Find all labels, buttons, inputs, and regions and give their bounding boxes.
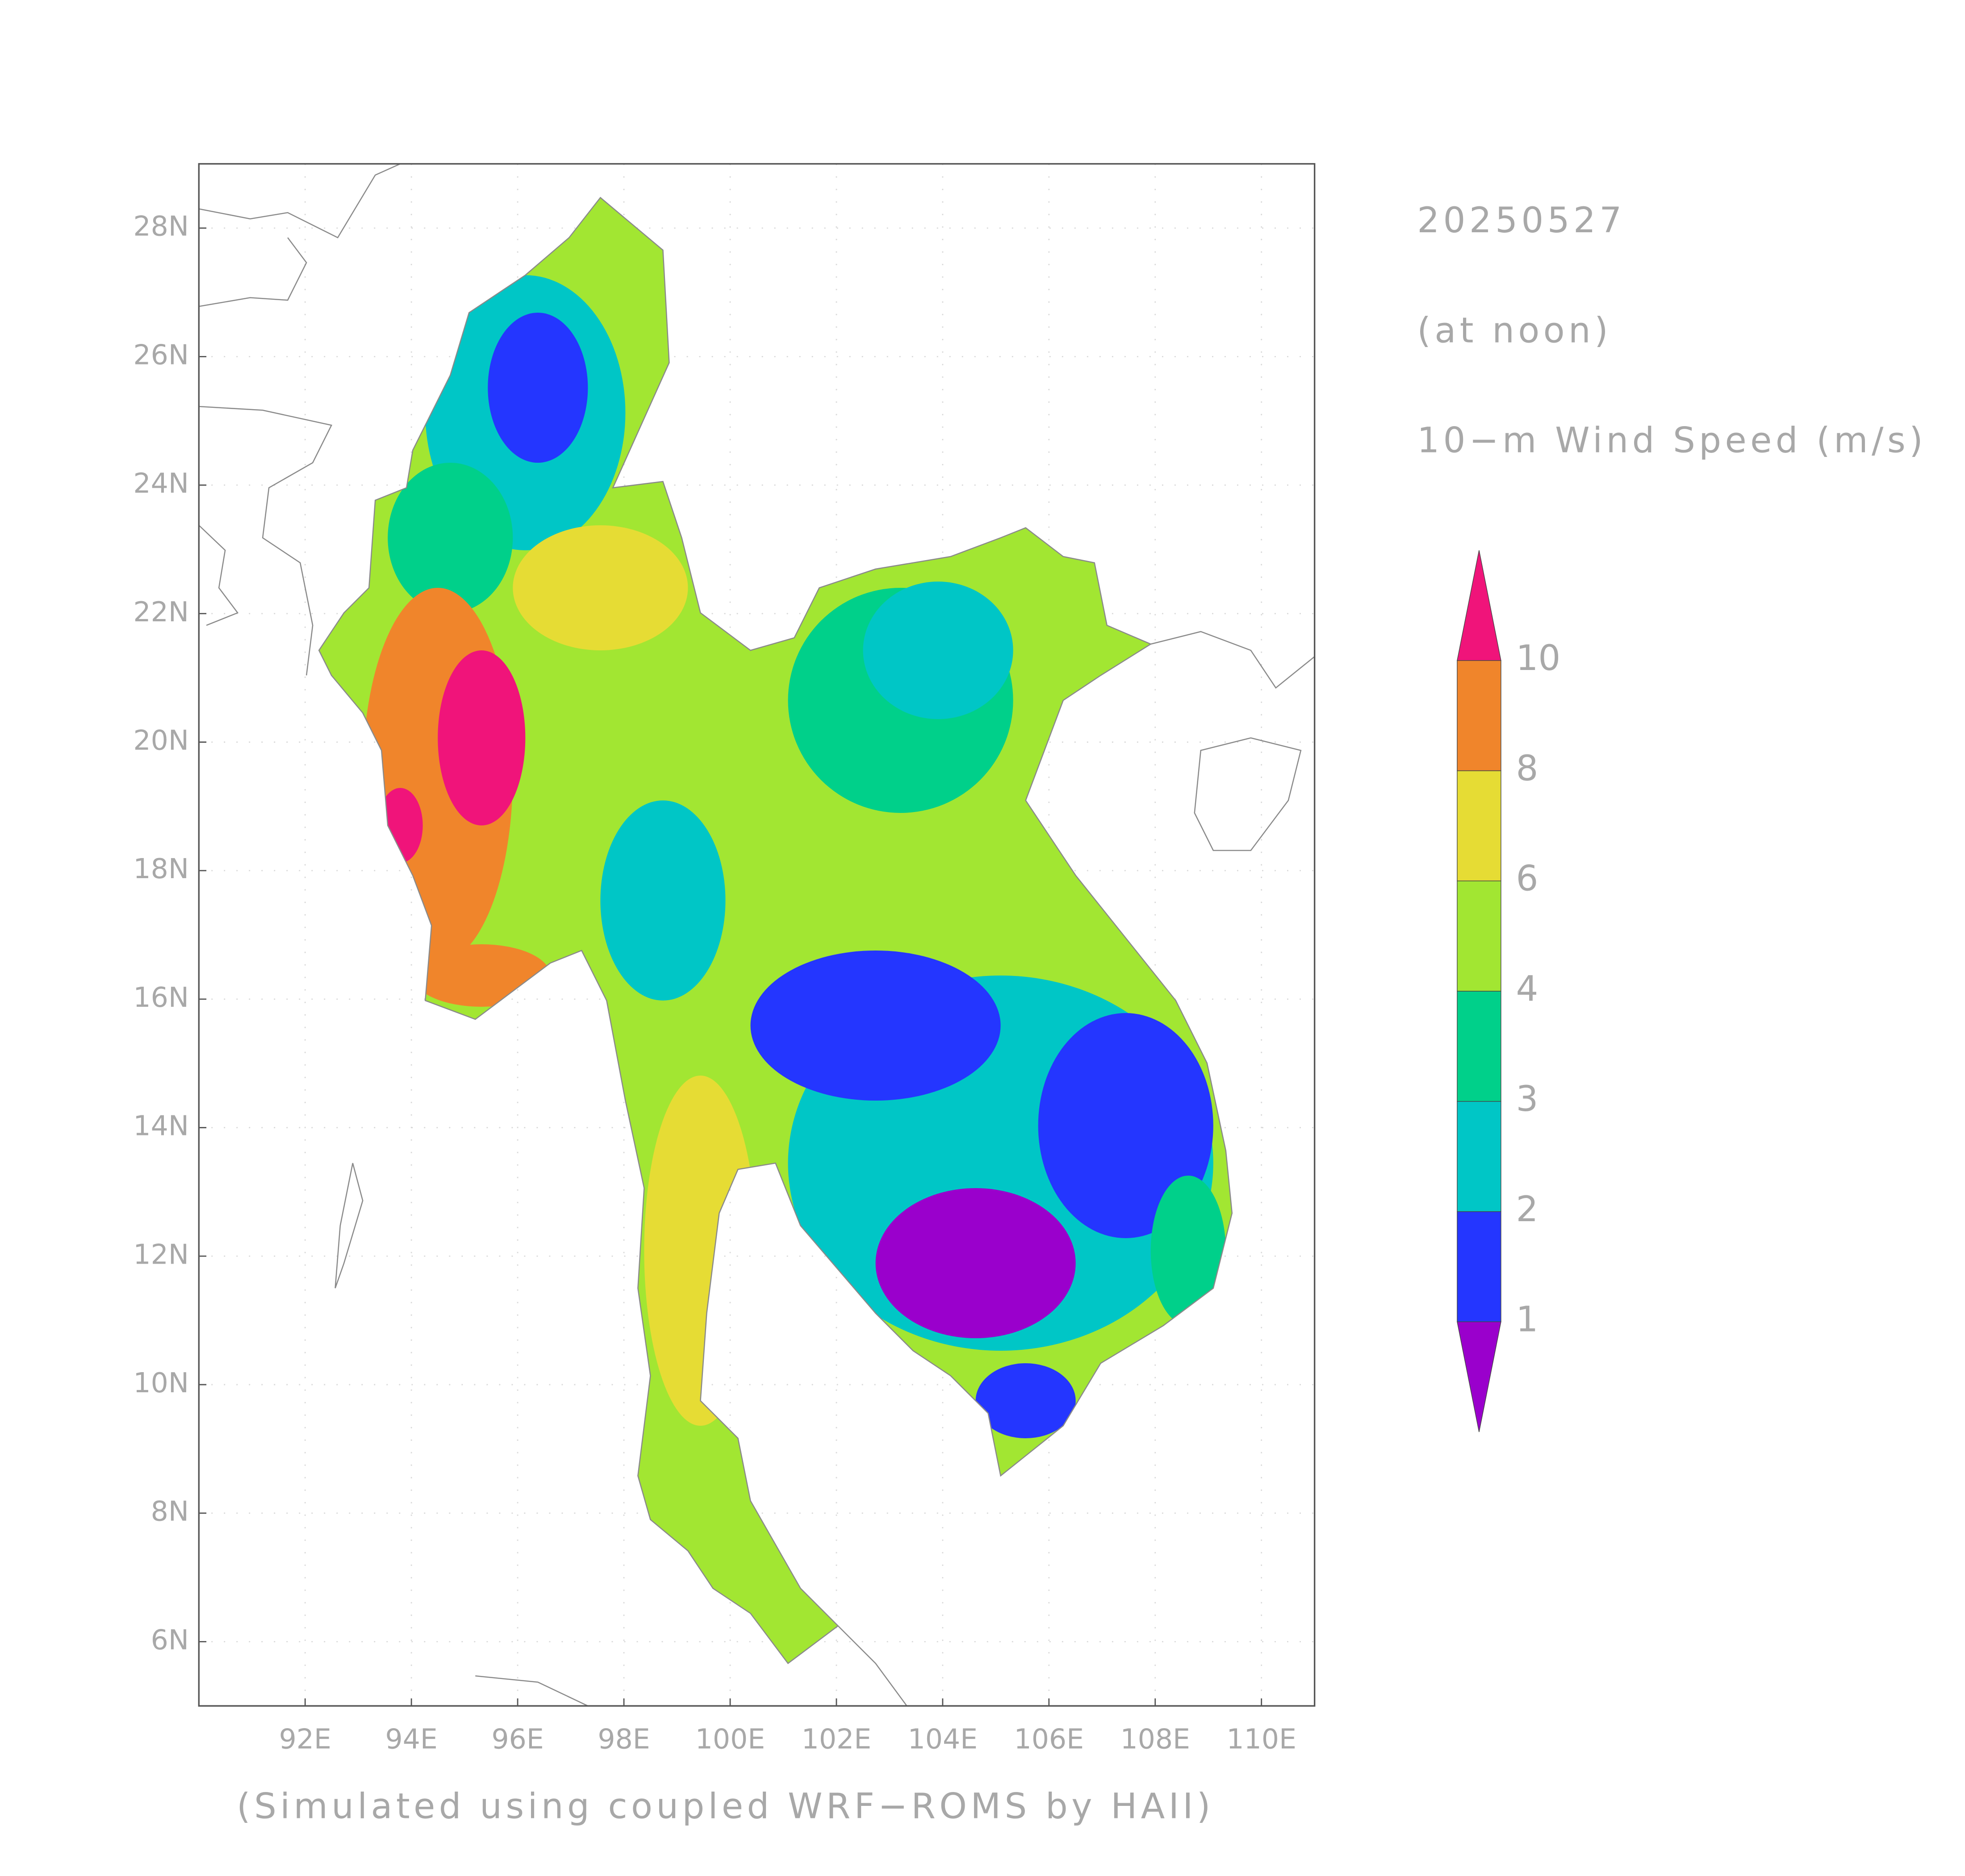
y-tick-label: 22N xyxy=(133,596,188,628)
y-tick-label: 26N xyxy=(133,339,188,371)
y-tick-label: 16N xyxy=(133,981,188,1013)
field-patch xyxy=(750,951,1001,1101)
y-tick-label: 18N xyxy=(133,853,188,885)
coastline xyxy=(199,163,401,239)
colorbar-label: 1 xyxy=(1516,1299,1539,1340)
field-patch xyxy=(600,800,726,1001)
field-patch xyxy=(513,525,688,650)
field-patch xyxy=(863,582,1013,719)
colorbar-label: 6 xyxy=(1516,858,1539,899)
coastline xyxy=(1150,631,1315,689)
y-tick-label: 8N xyxy=(151,1495,189,1528)
y-tick-label: 14N xyxy=(133,1110,188,1142)
map-frame xyxy=(198,163,1316,1707)
coastline xyxy=(475,1675,588,1707)
colorbar-label: 3 xyxy=(1516,1079,1539,1119)
x-tick-label: 106E xyxy=(1014,1723,1084,1755)
colorbar-label: 4 xyxy=(1516,968,1539,1009)
field-patch xyxy=(438,650,526,825)
island xyxy=(334,1163,364,1289)
x-tick-label: 100E xyxy=(695,1723,765,1755)
y-tick-label: 12N xyxy=(133,1238,188,1270)
colorbar-label: 8 xyxy=(1516,748,1539,789)
colorbar-segment xyxy=(1457,1101,1501,1212)
axis-labels: 92E 94E 96E 98E 100E 102E 104E 106E 108E 110E 6N 8N… xyxy=(133,210,1296,1755)
time: (at noon) xyxy=(1417,310,1612,351)
colorbar-segment xyxy=(1457,1211,1501,1322)
coastline xyxy=(198,525,239,626)
field-patch xyxy=(1038,1013,1213,1238)
field-patch xyxy=(388,463,513,613)
colorbar-label: 10 xyxy=(1516,638,1561,678)
variable: 10−m Wind Speed (m/s) xyxy=(1417,420,1927,461)
coastline xyxy=(837,1625,907,1706)
colorbar-label: 2 xyxy=(1516,1189,1539,1230)
y-tick-label: 10N xyxy=(133,1367,188,1399)
y-tick-label: 6N xyxy=(151,1624,189,1656)
x-tick-label: 94E xyxy=(385,1723,438,1755)
x-tick-label: 92E xyxy=(279,1723,331,1755)
island xyxy=(1194,737,1302,851)
colorbar-segment xyxy=(1457,770,1501,881)
colorbar-segment xyxy=(1457,660,1501,771)
coastline xyxy=(199,406,333,676)
field-patch xyxy=(975,1363,1076,1438)
y-tick-label: 28N xyxy=(133,210,188,243)
y-tick-label: 24N xyxy=(133,467,188,499)
credit: (Simulated using coupled WRF−ROMS by HAI… xyxy=(237,1786,1214,1826)
x-tick-label: 104E xyxy=(908,1723,978,1755)
field-patch xyxy=(488,313,588,463)
colorbar-triangle xyxy=(1457,550,1501,661)
colorbar-segment xyxy=(1457,880,1501,992)
x-tick-label: 102E xyxy=(802,1723,872,1755)
x-tick-label: 96E xyxy=(491,1723,544,1755)
colorbar-triangle xyxy=(1457,1321,1501,1432)
x-tick-label: 110E xyxy=(1226,1723,1296,1755)
x-tick-label: 98E xyxy=(598,1723,650,1755)
x-tick-label: 108E xyxy=(1120,1723,1190,1755)
y-tick-label: 20N xyxy=(133,724,188,757)
date: 20250527 xyxy=(1417,200,1625,241)
colorbar: 1 2 3 4 6 8 10 xyxy=(1457,550,1560,1432)
coastlines xyxy=(198,163,1315,1707)
field-patch xyxy=(1150,1176,1226,1326)
colorbar-segment xyxy=(1457,991,1501,1102)
field-patch xyxy=(875,1188,1076,1338)
coastline xyxy=(199,237,307,307)
